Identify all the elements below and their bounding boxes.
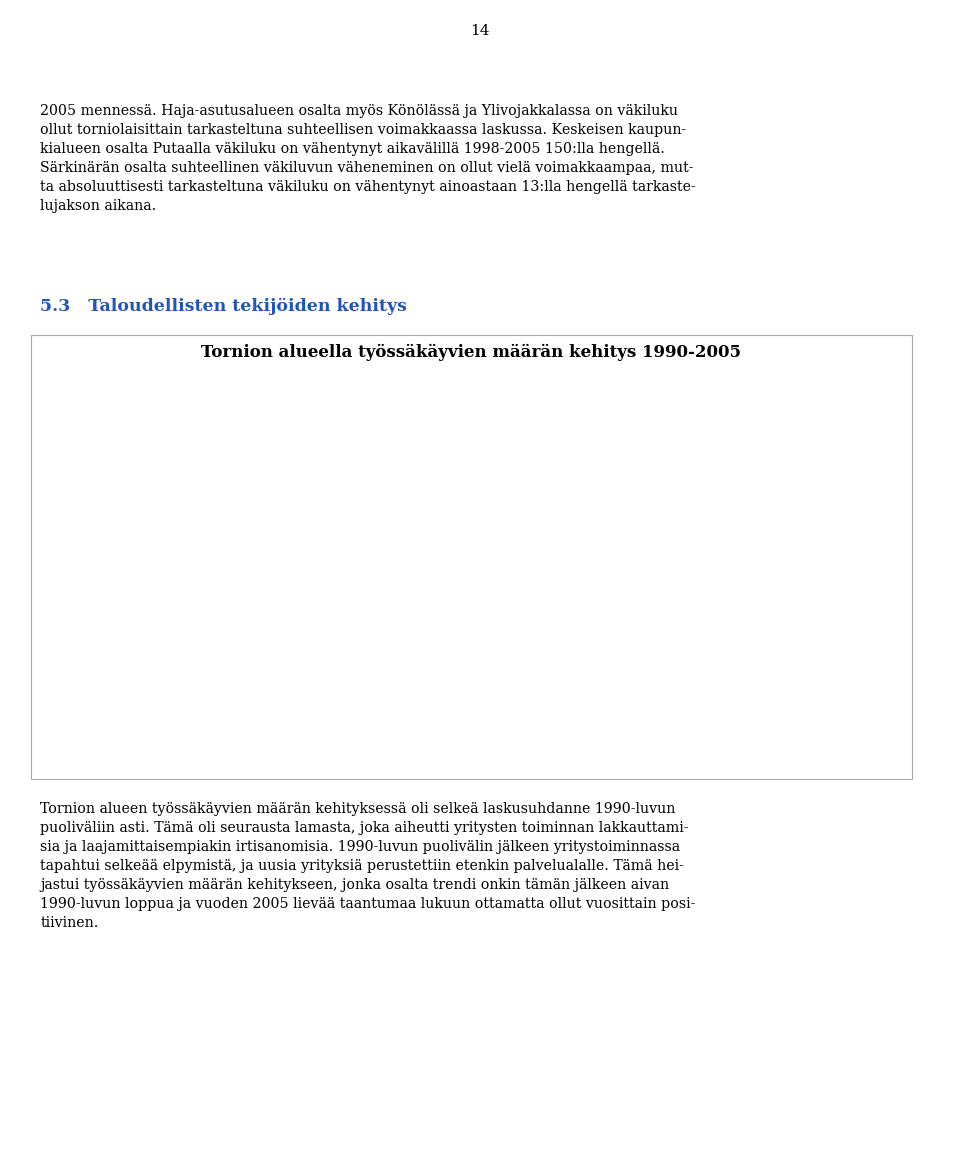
Text: 2005 mennessä. Haja-asutusalueen osalta myös Könölässä ja Ylivojakkalassa on väk: 2005 mennessä. Haja-asutusalueen osalta …	[40, 104, 696, 212]
Text: 14: 14	[470, 24, 490, 38]
Text: 8738: 8738	[716, 473, 745, 484]
Bar	[366, 598, 401, 1154]
Text: Tornion alueella työssäkäyvien määrän kehitys 1990-2005: Tornion alueella työssäkäyvien määrän ke…	[202, 344, 741, 361]
Text: 9173: 9173	[121, 424, 150, 434]
Text: 8143: 8143	[518, 541, 546, 552]
Text: Tornion alueen työssäkäyvien määrän kehityksessä oli selkeä laskusuhdanne 1990-l: Tornion alueen työssäkäyvien määrän kehi…	[40, 802, 696, 930]
Bar	[712, 485, 749, 1154]
Bar	[217, 546, 252, 1154]
Bar	[117, 435, 153, 1154]
Text: 8086: 8086	[567, 548, 596, 559]
Bar	[415, 575, 451, 1154]
Text: 7788: 7788	[468, 582, 496, 592]
Text: 8206: 8206	[220, 534, 249, 545]
Bar	[663, 514, 699, 1154]
Text: 7939: 7939	[320, 564, 348, 575]
Text: 8489: 8489	[667, 502, 695, 512]
Bar	[564, 560, 600, 1154]
Bar	[316, 577, 351, 1154]
Bar	[862, 459, 898, 1154]
Text: 7958: 7958	[419, 563, 447, 572]
Bar	[613, 531, 649, 1154]
Text: 8760: 8760	[171, 471, 199, 481]
Text: 8341: 8341	[617, 519, 646, 529]
Text: 8749: 8749	[766, 472, 795, 482]
Text: 7756: 7756	[370, 586, 397, 595]
Bar	[515, 553, 550, 1154]
Bar	[266, 602, 302, 1154]
Text: 5.3   Taloudellisten tekijöiden kehitys: 5.3 Taloudellisten tekijöiden kehitys	[40, 298, 407, 315]
Text: 8965: 8965	[865, 448, 894, 457]
Bar	[812, 459, 848, 1154]
Bar	[465, 593, 500, 1154]
Bar	[762, 484, 798, 1154]
Bar	[167, 482, 203, 1154]
Text: 7709: 7709	[270, 591, 299, 601]
Text: 8969: 8969	[816, 447, 844, 457]
